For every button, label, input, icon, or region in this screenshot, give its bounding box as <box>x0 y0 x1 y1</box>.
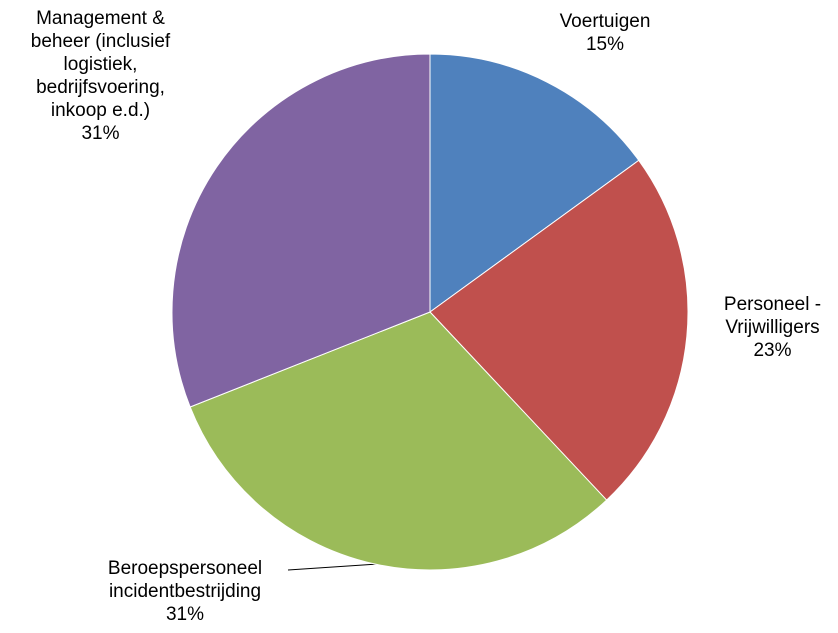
slice-label: Personeel - Vrijwilligers 23% <box>705 293 838 362</box>
category-label: Beroepspersoneel incidentbestrijding <box>107 558 263 602</box>
slice-label: Management & beheer (inclusief logistiek… <box>8 7 193 145</box>
category-label: Personeel - Vrijwilligers <box>723 294 822 338</box>
pie-slice <box>189 311 608 571</box>
pie-slice <box>429 53 640 313</box>
leader-line <box>287 563 379 571</box>
value-label: 31% <box>165 604 205 625</box>
slice-label: Beroepspersoneel incidentbestrijding 31% <box>70 557 300 626</box>
category-label: Voertuigen <box>559 11 651 32</box>
category-label: Management & beheer (inclusief logistiek… <box>30 8 171 121</box>
value-label: 23% <box>753 340 792 361</box>
pie-slice <box>171 53 431 408</box>
pie-slice <box>429 159 689 501</box>
value-label: 15% <box>585 34 625 55</box>
value-label: 31% <box>81 123 120 144</box>
slice-label: Voertuigen 15% <box>525 10 685 56</box>
